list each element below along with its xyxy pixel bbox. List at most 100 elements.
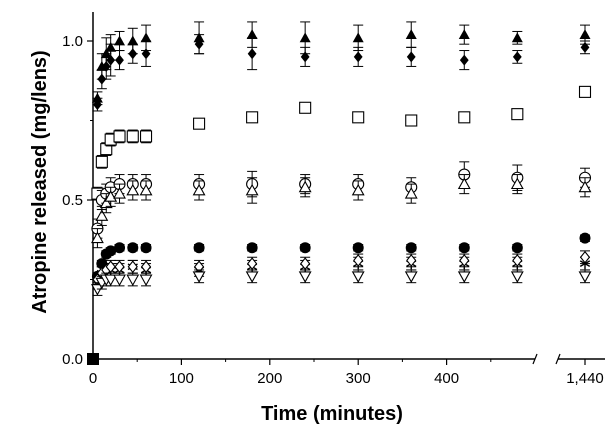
y-tick-label: 1.0 [62,33,83,50]
x-axis-title: Time (minutes) [261,403,403,425]
data-point-open-triangle [192,183,206,196]
data-point-open-triangle [578,180,592,193]
data-point-open-square [578,85,592,98]
data-point-filled-circle [579,232,591,244]
data-point-filled-circle [352,242,364,254]
data-point-filled-circle [193,242,205,254]
data-point-filled-diamond [101,60,111,72]
series-open-triangle [90,174,592,249]
data-point-open-triangle [126,183,140,196]
data-point-filled-diamond [353,51,363,63]
data-point-filled-triangle [140,32,152,43]
data-point-filled-triangle [114,35,126,46]
data-point-open-diamond [105,260,116,274]
data-point-open-diamond [406,254,417,267]
data-point-filled-circle [246,242,258,254]
data-point-filled-diamond [459,54,469,66]
y-axis-title: Atropine released (mg/lens) [29,50,51,313]
data-point-filled-triangle [579,29,591,40]
series-open-diamond [92,250,591,287]
data-point-open-triangle [404,187,418,199]
data-point-filled-circle [105,245,117,257]
data-point-filled-circle [405,242,417,254]
x-tick-label: 200 [257,370,282,387]
data-point-filled-diamond [194,38,204,50]
data-point-open-down-triangle [192,271,206,283]
series-filled-diamond [92,34,590,112]
data-point-open-down-triangle [113,274,126,287]
data-point-filled-circle [299,242,311,254]
data-point-filled-triangle [511,32,523,43]
data-point-open-square [458,111,471,124]
data-point-open-diamond [114,260,125,274]
axis-break-mark [532,353,538,365]
data-point-open-square [299,101,312,114]
data-point-open-down-triangle [90,284,104,296]
data-point-open-triangle [90,231,104,244]
data-point-filled-diamond [128,48,138,60]
data-point-open-down-triangle [578,271,592,283]
data-point-open-square [95,155,108,168]
data-point-open-triangle [351,183,365,196]
data-point-filled-triangle [458,29,470,40]
data-point-open-down-triangle [351,271,365,283]
x-tick-label: 0 [89,370,97,387]
data-point-open-down-triangle [139,274,153,287]
data-point-open-diamond [127,260,138,274]
data-point-filled-circle [458,242,470,254]
x-tick-label: 400 [434,370,459,387]
data-point-open-down-triangle [298,271,312,283]
x-tick-label: 100 [169,370,194,387]
x-tick-label: 1,440 [566,370,604,387]
data-point-filled-circle [140,242,152,254]
data-marks [87,21,592,365]
data-point-filled-diamond [580,41,590,53]
axes: 0 100 200 300 400 1,440 0.0 0.5 1.0 [62,12,605,387]
x-tick-label: 300 [346,370,371,387]
data-point-open-diamond [459,254,470,267]
data-point-filled-circle [511,242,523,254]
data-point-filled-triangle [91,92,103,103]
data-point-open-triangle [245,183,259,196]
data-point-filled-diamond [115,54,124,66]
data-point-filled-triangle [127,35,139,46]
data-point-filled-triangle [246,29,258,40]
data-point-origin [87,353,99,365]
data-point-filled-diamond [512,51,522,63]
data-point-filled-diamond [141,48,151,60]
axis-break-mark [555,353,561,365]
data-point-open-down-triangle [104,274,118,287]
data-point-filled-triangle [299,32,311,43]
data-point-open-triangle [457,177,471,190]
y-tick-label: 0.5 [62,192,83,209]
data-point-open-square [405,114,418,127]
data-point-open-triangle [99,196,113,209]
series-open-circle [91,161,592,239]
data-point-open-diamond [140,260,152,274]
data-point-open-square [352,111,365,124]
y-tick-label: 0.0 [62,351,83,368]
data-point-open-down-triangle [245,271,259,283]
data-point-open-triangle [510,177,524,190]
data-point-open-square [511,108,524,121]
data-point-filled-triangle [100,48,112,59]
data-point-filled-triangle [405,29,417,40]
data-point-open-triangle [298,180,312,193]
data-point-filled-triangle [352,32,364,43]
data-point-open-square [139,130,153,143]
data-point-open-square [246,111,259,124]
data-point-open-triangle [139,183,153,196]
data-point-open-down-triangle [457,271,471,283]
data-point-open-diamond [247,257,258,270]
data-point-open-square [193,117,206,130]
data-point-open-down-triangle [510,271,524,283]
data-point-open-diamond [353,254,364,267]
data-point-filled-diamond [93,99,102,111]
data-point-open-triangle [104,190,118,202]
data-point-open-down-triangle [404,271,418,283]
data-point-filled-diamond [106,54,116,66]
data-point-open-diamond [512,254,523,267]
data-point-filled-diamond [406,51,416,63]
data-point-open-diamond [300,257,311,270]
